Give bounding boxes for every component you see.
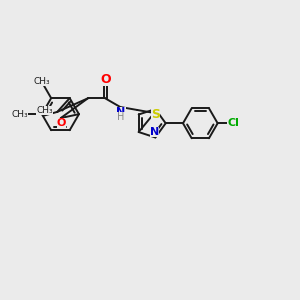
Text: CH₃: CH₃ <box>37 106 53 116</box>
Text: H: H <box>117 112 125 122</box>
Text: N: N <box>149 128 159 137</box>
Text: O: O <box>100 73 110 86</box>
Text: CH₃: CH₃ <box>34 76 51 85</box>
Text: N: N <box>116 107 126 117</box>
Text: CH₃: CH₃ <box>11 110 28 119</box>
Text: O: O <box>57 118 66 128</box>
Text: Cl: Cl <box>227 118 239 128</box>
Text: S: S <box>151 108 160 121</box>
